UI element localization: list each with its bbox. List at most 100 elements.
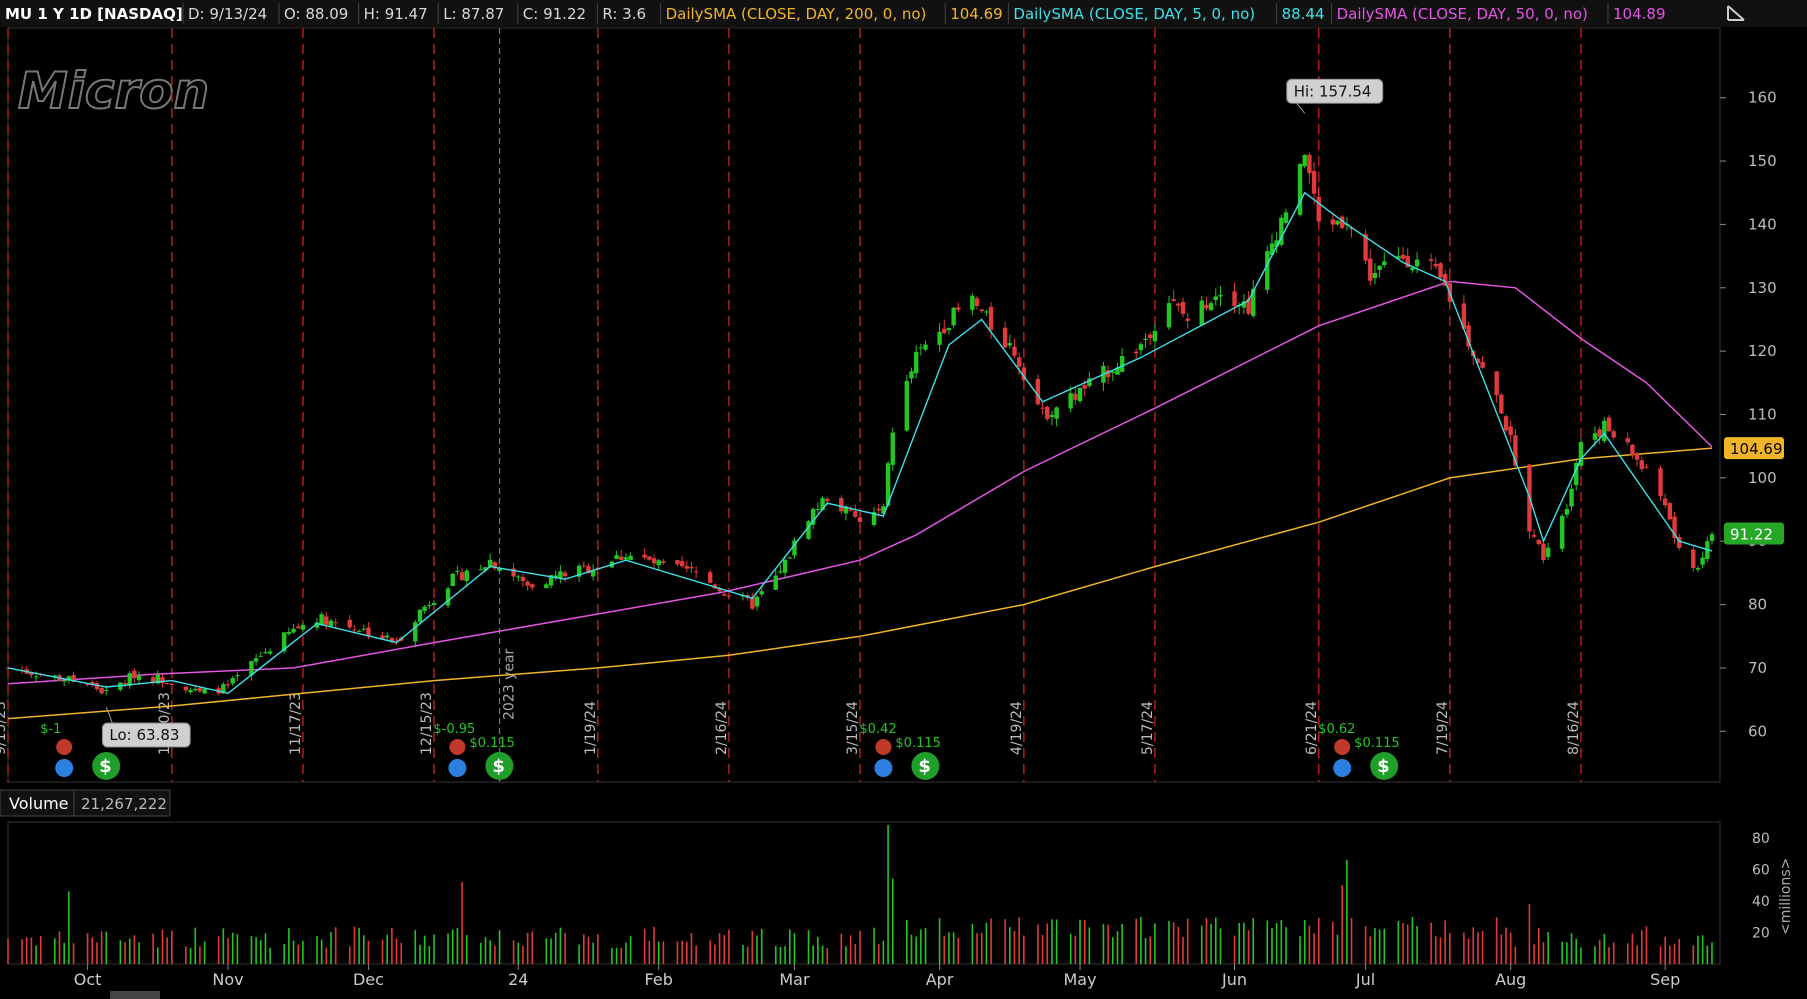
candle-body	[684, 565, 689, 569]
candle-body	[1077, 387, 1083, 402]
candle-body	[1644, 466, 1649, 468]
candle-body	[445, 588, 451, 606]
month-label: Oct	[74, 970, 102, 989]
candle-body	[651, 558, 657, 564]
candle-body	[918, 347, 924, 349]
expiration-label: 5/17/24	[1140, 701, 1156, 755]
month-label: 24	[508, 970, 528, 989]
earnings-icon[interactable]	[1334, 739, 1351, 755]
candle-body	[1499, 394, 1504, 414]
header-field-10[interactable]: DailySMA (CLOSE, DAY, 50, 0, no)	[1337, 5, 1588, 23]
candle-body	[160, 677, 165, 684]
candle-body	[1625, 438, 1630, 443]
volume-panel[interactable]	[7, 821, 1721, 965]
info-icon[interactable]	[874, 759, 893, 777]
sma50-series	[7, 280, 1713, 685]
price-tick-label: 130	[1748, 279, 1777, 297]
candle-body	[614, 555, 619, 560]
header-field-1[interactable]: O: 88.09	[284, 5, 348, 23]
candle-body	[1536, 539, 1541, 545]
candle-body	[1672, 516, 1677, 539]
volume-header: Volume 21,267,222	[0, 786, 1720, 822]
expand-icon[interactable]	[1727, 5, 1745, 21]
candle-body	[759, 591, 764, 595]
expiration-label: 12/15/23	[419, 692, 435, 755]
price-tick-label: 150	[1748, 152, 1777, 170]
candle-body	[693, 571, 699, 573]
candle-body	[843, 506, 849, 514]
month-label: Dec	[353, 970, 384, 989]
candle-body	[1199, 300, 1204, 326]
candle-body	[104, 689, 109, 692]
header-field-0[interactable]: D: 9/13/24	[188, 5, 267, 23]
month-label: Jul	[1355, 970, 1375, 989]
time-scroll-handle[interactable]	[110, 991, 160, 999]
info-icon[interactable]	[1333, 759, 1352, 777]
candle-body	[61, 680, 67, 682]
candle-body	[150, 677, 156, 682]
candle-body	[661, 561, 666, 564]
candle-body	[988, 306, 994, 330]
earnings-value: $0.62	[1318, 722, 1355, 737]
candle-body	[225, 684, 231, 686]
dividend-icon[interactable]	[911, 752, 940, 780]
year-label: 2023 year	[502, 648, 518, 720]
candle-body	[1531, 534, 1537, 537]
candle-body	[726, 595, 732, 597]
dividend-value: $0.115	[1354, 736, 1400, 751]
candle-body	[296, 626, 301, 629]
candle-body	[1171, 299, 1176, 301]
lo-label: Lo: 63.83	[109, 726, 179, 744]
volume-tick-label: 80	[1752, 831, 1770, 847]
candle-body	[1480, 361, 1485, 368]
candle-body	[1279, 217, 1284, 245]
time-axis: Oct Nov Dec 24 Feb Mar Apr May Jun Jul Aug Sep	[74, 964, 1680, 989]
header-field-3[interactable]: L: 87.87	[443, 5, 504, 23]
dividend-value: $0.115	[469, 736, 515, 751]
earnings-icon[interactable]	[875, 739, 892, 755]
candle-body	[253, 658, 259, 662]
volume-tick-label: 40	[1752, 894, 1770, 910]
candle-body	[544, 584, 549, 589]
expiration-label: 4/19/24	[1009, 701, 1025, 755]
candle-body	[136, 675, 142, 681]
header-field-8[interactable]: DailySMA (CLOSE, DAY, 5, 0, no)	[1013, 5, 1255, 23]
header-field-11[interactable]: 104.89	[1613, 5, 1666, 23]
header-field-6[interactable]: DailySMA (CLOSE, DAY, 200, 0, no)	[666, 5, 927, 23]
header-field-2[interactable]: H: 91.47	[364, 5, 428, 23]
header-field-7[interactable]: 104.69	[950, 5, 1003, 23]
event-markers[interactable]: $-1$$-0.95$0.115$$0.42$0.115$$0.62$0.115…	[40, 722, 1400, 780]
expiration-label: 9/15/23	[0, 701, 9, 755]
sma5-series	[7, 191, 1713, 695]
earnings-icon[interactable]	[56, 739, 73, 755]
header-field-5[interactable]: R: 3.6	[602, 5, 646, 23]
info-icon[interactable]	[448, 759, 467, 777]
symbol-label[interactable]: MU 1 Y 1D [NASDAQ]	[5, 5, 183, 23]
candle-body	[1265, 251, 1270, 290]
candle-body	[1466, 325, 1471, 347]
dividend-icon[interactable]	[92, 752, 121, 780]
info-icon[interactable]	[55, 759, 74, 777]
candle-body	[1513, 435, 1518, 466]
candle-body	[623, 557, 629, 560]
earnings-value: $0.42	[859, 722, 896, 737]
month-label: Aug	[1495, 970, 1526, 989]
dividend-icon[interactable]	[485, 752, 514, 780]
candle-body	[562, 572, 568, 577]
candle-body	[516, 576, 521, 578]
candle-body	[281, 632, 287, 652]
candle-body	[1241, 301, 1247, 308]
header-field-4[interactable]: C: 91.22	[523, 5, 586, 23]
month-label: Apr	[926, 970, 954, 989]
sma200-line	[7, 447, 1713, 720]
candle-body	[169, 683, 175, 685]
candle-body	[1045, 406, 1050, 420]
candle-body	[553, 575, 558, 579]
dividend-icon[interactable]	[1370, 752, 1399, 780]
candle-body	[1143, 338, 1148, 340]
candle-body	[155, 674, 161, 684]
candle-body	[94, 683, 100, 690]
earnings-icon[interactable]	[449, 739, 466, 755]
header-field-9[interactable]: 88.44	[1282, 5, 1325, 23]
